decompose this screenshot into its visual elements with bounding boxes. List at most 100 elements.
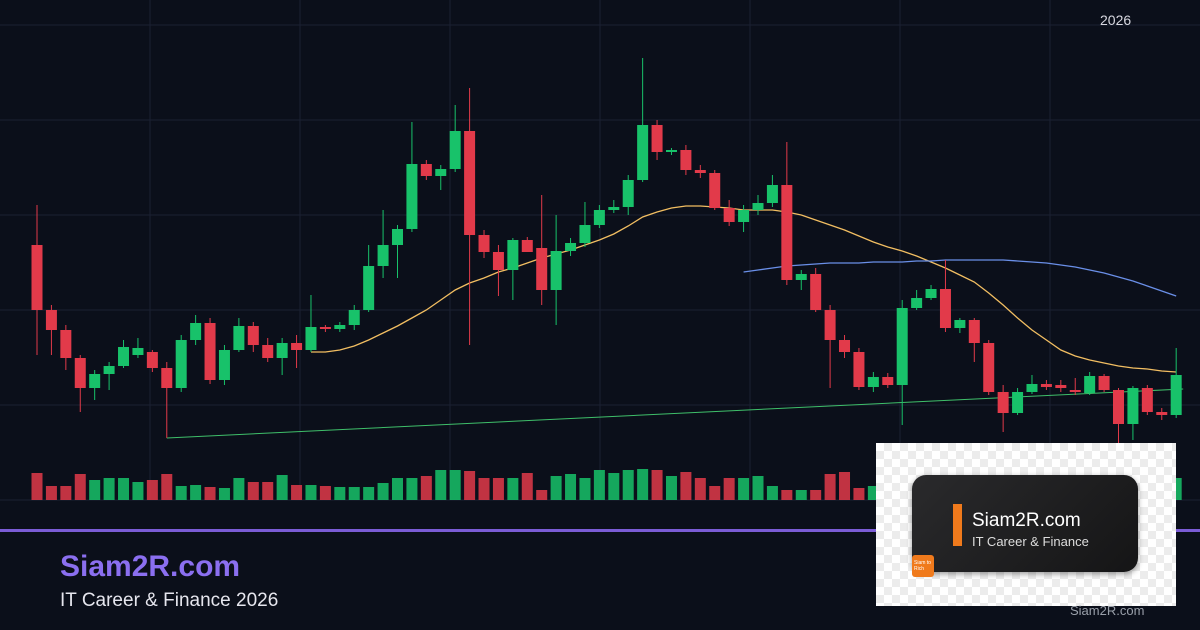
candle-body [911,298,923,308]
candle-body [1156,412,1168,415]
candle-body [218,350,230,380]
candle-body [161,368,173,388]
candle-body [31,245,43,310]
volume-bar [593,470,605,500]
candle-body [723,208,735,222]
volume-bar [161,474,173,500]
candle-body [853,352,865,387]
card-subtitle: IT Career & Finance [972,534,1089,549]
candle-body [435,169,447,176]
candle-body [1113,390,1124,424]
candle-body [665,150,677,152]
candle-body [622,180,634,207]
period-label: 2026 [1100,12,1132,28]
volume-bar [132,482,144,500]
candle-body [449,131,461,169]
candle-body [74,358,86,388]
candle-body [1084,376,1096,393]
volume-bar [45,486,57,500]
candle-body [291,343,303,350]
candle-body [45,310,57,330]
volume-bar [579,478,591,500]
candle-body [637,125,649,180]
candle-body [694,170,706,173]
volume-bar [363,487,375,500]
candle-body [392,229,403,245]
volume-bar [218,488,230,500]
divider [0,529,1200,532]
volume-bar [406,478,418,500]
volume-bar [74,474,86,500]
candle-body [247,326,259,345]
candle-body [204,323,216,380]
volume-bar [420,476,432,500]
candle-body [262,345,274,358]
volume-bar [204,487,216,500]
grid [0,0,1200,501]
volume-bar [334,487,346,500]
volume-bar [622,470,634,500]
candle-body [579,225,591,243]
candle-body [276,343,288,358]
candle-body [983,343,995,392]
brand-title: Siam2R.com [60,550,241,583]
candle-body [146,352,158,368]
volume-bar [449,470,461,500]
volume-bar [536,490,548,500]
plot [31,58,1184,500]
candle-body [507,240,519,270]
candle-body [1069,390,1081,392]
candle-body [810,274,822,310]
candle-body [781,185,793,280]
candle-body [882,377,894,385]
candle-body [939,289,951,328]
volume-bar [31,473,43,500]
candle-body [997,392,1009,413]
logo-card: Siam2R.com IT Career & Finance [912,475,1138,572]
volume-bar [781,490,793,500]
volume-bar [738,478,750,500]
candle-body [954,320,966,328]
logo-bar [953,504,962,546]
candle-body [60,330,72,358]
candle-body [896,308,908,385]
volume-bar [565,474,577,500]
volume-bar [824,474,836,500]
candle-body [492,252,504,270]
volume-bar [839,472,851,500]
candle-body [680,150,692,170]
candle-body [1127,388,1139,424]
candle-body [1141,388,1153,412]
volume-bar [694,478,706,500]
candle-body [766,185,778,203]
volume-bar [377,483,389,500]
volume-bar [464,471,476,500]
candle-body [795,274,807,280]
candle-body [738,210,750,222]
volume-bar [118,478,130,500]
volume-bar [103,478,115,500]
candle-body [752,203,764,210]
volume-bar [319,486,331,500]
candle-body [478,235,490,252]
volume-bar [89,480,101,500]
candle-body [132,348,144,355]
brand-subtitle: IT Career & Finance 2026 [60,590,279,611]
volume-bar [175,486,187,500]
volume-bar [348,487,360,500]
moving-average [743,259,1177,297]
candle-body [175,340,187,388]
candle-body [190,323,202,340]
volume-bar [853,488,865,500]
volume-bar [190,485,202,500]
candle-body [867,377,879,387]
volume-bar [665,476,677,500]
volume-bar [709,486,721,500]
candle-body [406,164,418,229]
volume-bar [146,480,158,500]
volume-bar [435,470,447,500]
candle-body [593,210,605,225]
card-title: Siam2R.com [972,510,1081,531]
volume-bar [492,478,504,500]
candle-body [319,327,331,329]
